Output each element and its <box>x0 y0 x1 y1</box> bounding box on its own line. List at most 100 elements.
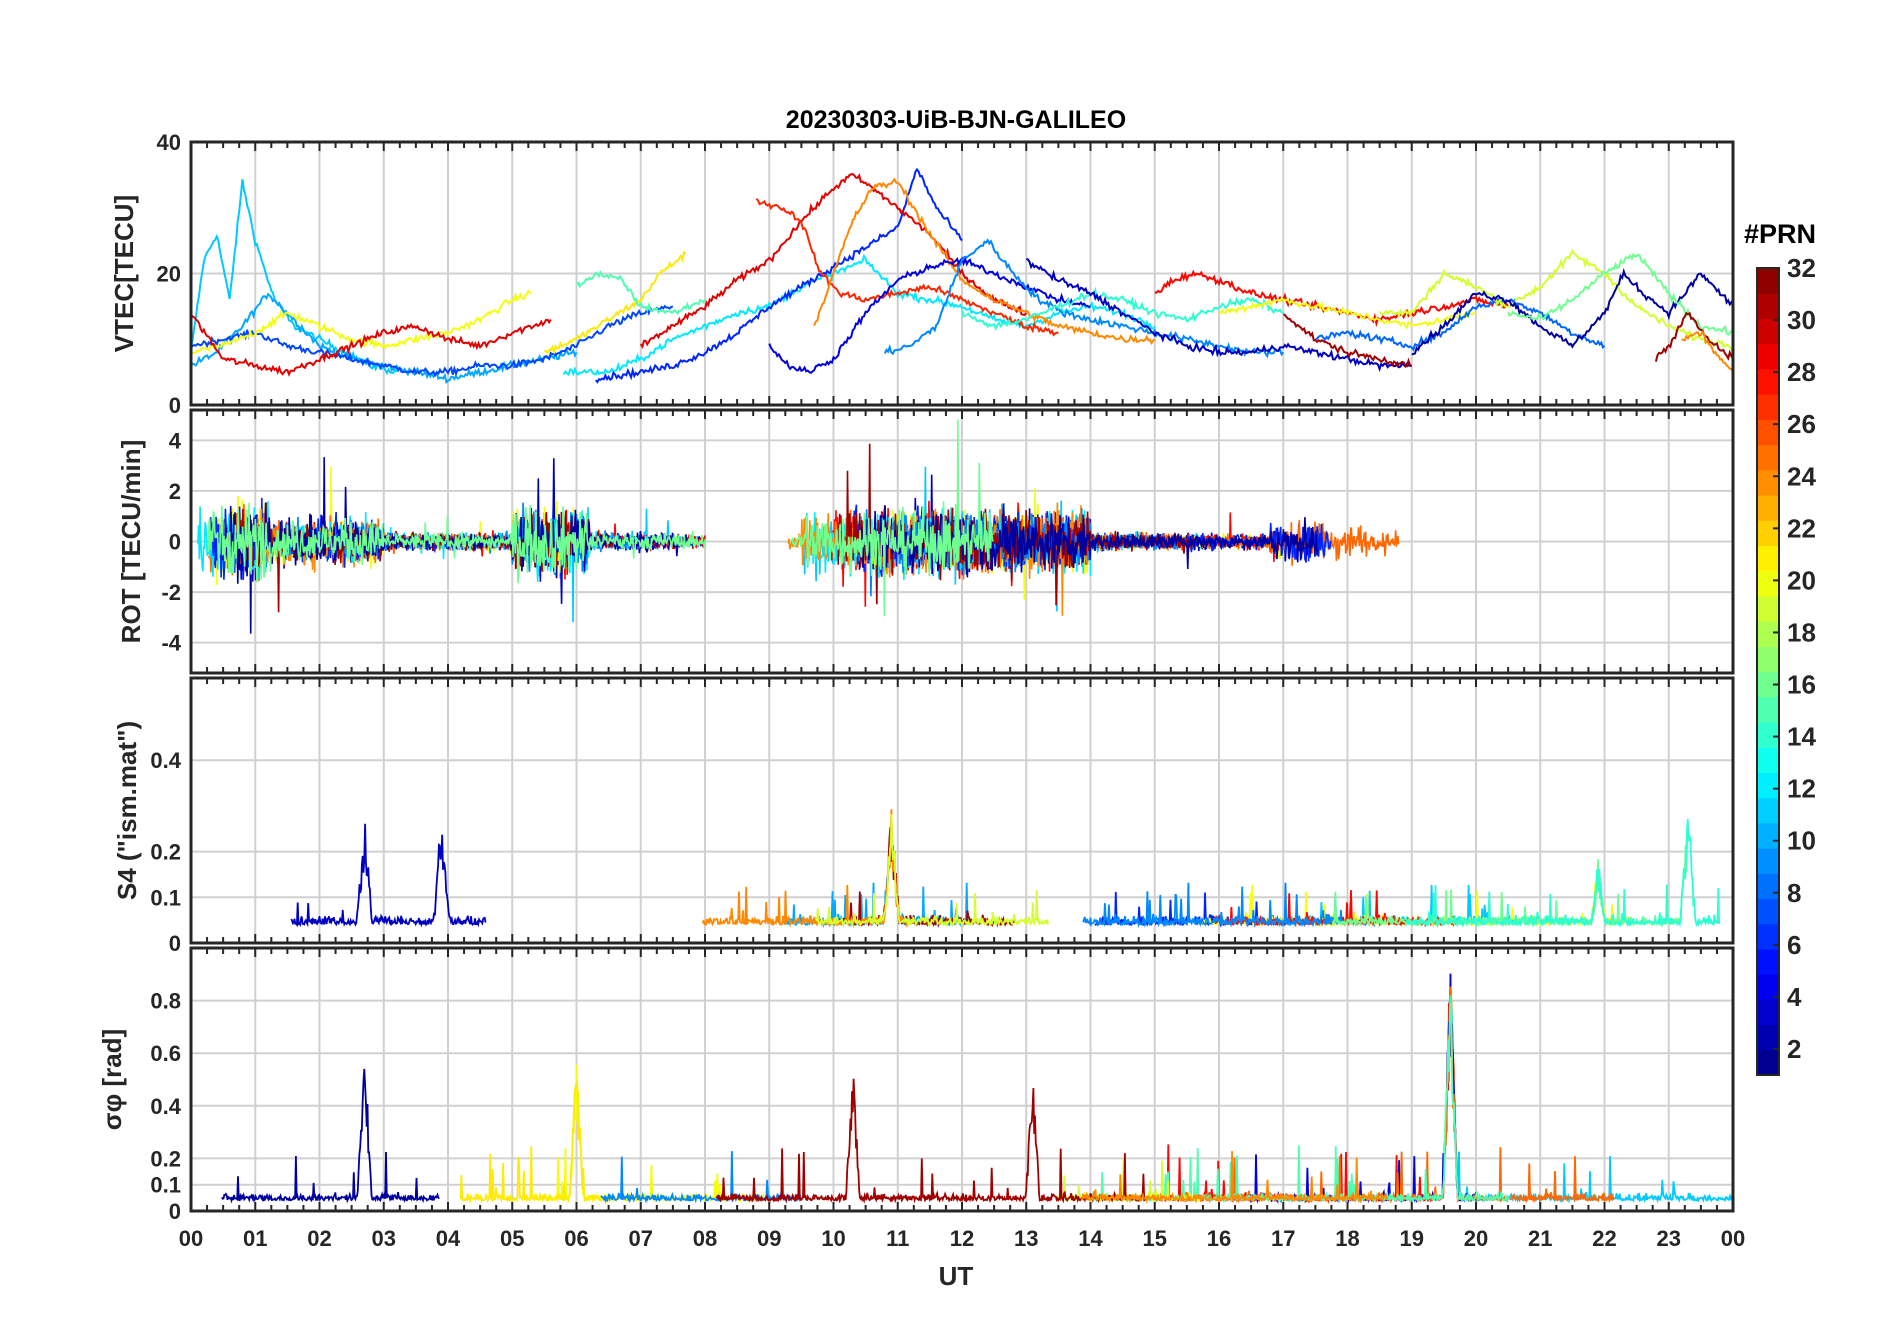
x-tick-label: 03 <box>372 1226 396 1251</box>
s4-line-prn-19 <box>816 814 1049 928</box>
s4-line-prn-14 <box>1404 819 1720 929</box>
sigma-phi-panel: 00.10.2 0.4 0.6 0.8 σφ [rad] <box>97 946 1735 1224</box>
x-tick-label: 08 <box>693 1226 717 1251</box>
colorbar-segment <box>1757 621 1779 647</box>
vtec-line-prn-31 <box>1282 313 1412 368</box>
x-tick-label: 02 <box>307 1226 331 1251</box>
y-tick-label: 0.4 <box>150 748 181 773</box>
colorbar-segment <box>1757 747 1779 773</box>
colorbar-segment <box>1757 520 1779 547</box>
colorbar-tick-label: 12 <box>1787 774 1816 804</box>
x-tick-label: 23 <box>1657 1226 1681 1251</box>
y-tick-label: 4 <box>169 428 182 453</box>
sigma-phi-line-prn-9 <box>600 1151 802 1204</box>
colorbar-tick-label: 14 <box>1787 722 1816 752</box>
colorbar-tick-label: 16 <box>1787 670 1816 700</box>
colorbar-tick-label: 28 <box>1787 357 1816 387</box>
colorbar-segment <box>1757 343 1779 370</box>
vtec-line-prn-20 <box>191 289 532 355</box>
colorbar-segment <box>1757 293 1779 320</box>
vtec-line-prn-4 <box>768 255 1091 374</box>
y-tick-label: 0 <box>169 1199 181 1224</box>
rot-line-prn-16 <box>207 502 706 584</box>
colorbar-tick-label: 18 <box>1787 617 1816 647</box>
vtec-line-prn-29 <box>191 313 552 377</box>
x-tick-label: 20 <box>1464 1226 1488 1251</box>
sigma-phi-line-prn-31 <box>715 1078 1146 1204</box>
vtec-line-prn-8 <box>1314 297 1606 352</box>
y-tick-label: 0.1 <box>150 885 181 910</box>
y-tick-label: 0.4 <box>150 1094 181 1119</box>
vtec-line-prn-6 <box>595 167 963 384</box>
colorbar-segment <box>1757 646 1779 673</box>
y-tick-label: 0 <box>169 393 181 418</box>
colorbar-segment <box>1757 268 1779 294</box>
x-tick-label: 17 <box>1271 1226 1295 1251</box>
colorbar-segment <box>1757 696 1779 723</box>
colorbar-tick-label: 20 <box>1787 565 1816 595</box>
colorbar-frame <box>1756 267 1780 1076</box>
colorbar-segment <box>1757 419 1779 446</box>
vtec-y-axis-label: VTEC[TECU] <box>109 195 139 352</box>
colorbar-tick-label: 32 <box>1787 253 1816 283</box>
vtec-line-prn-24 <box>813 177 1156 345</box>
x-tick-label: 12 <box>950 1226 974 1251</box>
colorbar-tick-label: 24 <box>1787 461 1816 491</box>
sigma-phi-line-prn-11 <box>1446 1000 1733 1204</box>
y-tick-label: 0.8 <box>150 989 181 1014</box>
colorbar-segment <box>1757 318 1779 345</box>
sigma-phi-y-axis-label: σφ [rad] <box>97 1029 127 1130</box>
x-tick-labels: 00 01 02 03 04 05 06 07 08 09 10 11 12 13 14 15 16 17 18 19… <box>179 1226 1745 1251</box>
y-tick-label: -4 <box>161 631 181 656</box>
sigma-phi-line-prn-24 <box>1080 1151 1389 1204</box>
sigma-phi-line-prn-21 <box>459 1080 614 1204</box>
colorbar-segment <box>1757 948 1779 975</box>
colorbar-segment <box>1757 595 1779 622</box>
rot-y-axis-label: ROT [TECU/min] <box>116 440 146 644</box>
x-tick-label: 06 <box>564 1226 588 1251</box>
x-tick-label: 11 <box>886 1226 909 1251</box>
vtec-series-group <box>191 167 1733 385</box>
sigma-phi-line-prn-2 <box>221 1068 440 1204</box>
rot-line-prn-16 <box>790 419 994 617</box>
rot-panel: -4 -2 0 2 4 ROT [TECU/min] <box>116 408 1735 675</box>
colorbar-segment <box>1757 974 1779 1000</box>
vtec-line-prn-2 <box>1411 267 1733 356</box>
s4-line-prn-3 <box>290 823 487 928</box>
colorbar-segment <box>1757 469 1779 496</box>
colorbar-segment <box>1757 873 1779 900</box>
y-tick-label: 0.1 <box>150 1173 181 1198</box>
rot-series-group <box>197 419 1400 634</box>
vtec-line-prn-3 <box>1026 257 1413 373</box>
x-tick-label: 14 <box>1078 1226 1103 1251</box>
colorbar-segment <box>1757 368 1779 395</box>
vtec-line-prn-7 <box>191 304 674 378</box>
x-tick-label: 21 <box>1528 1226 1552 1251</box>
colorbar-title: #PRN <box>1744 219 1816 249</box>
colorbar-tick-label: 6 <box>1787 930 1801 960</box>
vtec-line-prn-9 <box>883 238 1285 359</box>
y-tick-label: 0 <box>169 931 181 956</box>
colorbar-segment <box>1757 394 1779 420</box>
colorbar-tick-label: 4 <box>1787 982 1802 1012</box>
x-tick-label: 15 <box>1143 1226 1167 1251</box>
colorbar-segment <box>1757 923 1779 950</box>
x-tick-label: 13 <box>1014 1226 1038 1251</box>
vtec-line-prn-31 <box>1654 311 1733 362</box>
colorbar-segment <box>1757 545 1779 572</box>
colorbar-segment <box>1757 898 1779 925</box>
x-tick-label: 00 <box>1721 1226 1745 1251</box>
y-tick-label: 0.2 <box>150 840 181 865</box>
colorbar-tick-label: 8 <box>1787 878 1801 908</box>
s4-panel: 0 0.1 0.2 0.4 S4 ("ism.mat") <box>112 676 1735 956</box>
s4-line-prn-9 <box>1082 882 1344 928</box>
s4-y-axis-label: S4 ("ism.mat") <box>112 721 142 900</box>
vtec-line-prn-14 <box>961 286 1284 331</box>
colorbar-segment <box>1757 1049 1779 1076</box>
vtec-panel: 0 20 40 VTEC[TECU] <box>109 130 1735 418</box>
vtec-line-prn-12 <box>562 253 1156 377</box>
x-tick-label: 05 <box>500 1226 524 1251</box>
colorbar-tick-label: 30 <box>1787 305 1816 335</box>
x-tick-label: 04 <box>436 1226 461 1251</box>
colorbar-segment <box>1757 494 1779 521</box>
